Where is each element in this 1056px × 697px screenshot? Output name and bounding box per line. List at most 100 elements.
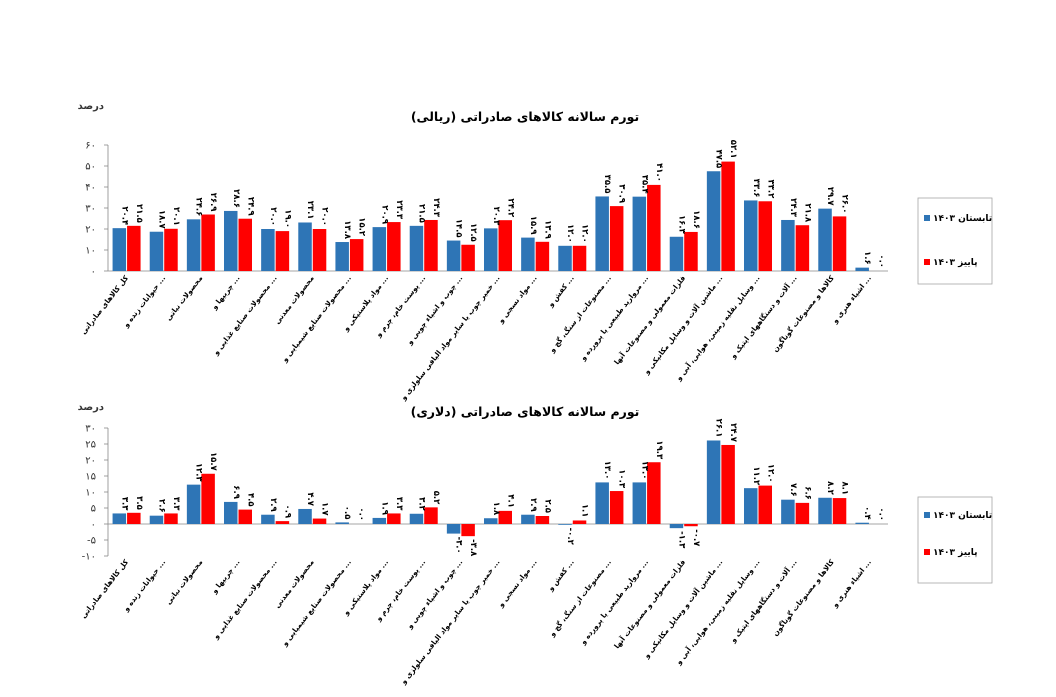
x-category-label: فلزات معمولی و مصنوعات آنها xyxy=(611,273,687,366)
data-label: ۳۰.۹ xyxy=(617,184,627,204)
x-category-label: آلات و دستگاههای اپتیک و ... xyxy=(727,557,799,645)
x-category-label: کل کالاهای صادراتی xyxy=(79,273,131,336)
bar-summer xyxy=(335,522,349,524)
data-label: ۲۱.۵ xyxy=(416,204,426,223)
data-label: ۳۳.۶ xyxy=(751,179,761,198)
bar-summer xyxy=(112,513,127,524)
bar-summer xyxy=(446,524,461,534)
data-label: ۱۳.۰ xyxy=(602,461,612,480)
data-label: ۲۸.۶ xyxy=(231,189,241,208)
bar-summer xyxy=(335,242,349,271)
data-label: ۲.۹ xyxy=(268,498,278,512)
legend-swatch-autumn xyxy=(924,259,930,265)
data-label: ۲۱.۵ xyxy=(134,204,144,223)
bar-autumn xyxy=(535,516,550,524)
x-category-label: محصولات معدنی xyxy=(272,274,315,326)
bar-summer xyxy=(409,513,424,524)
bar-autumn xyxy=(424,219,438,271)
bar-autumn xyxy=(127,512,141,524)
x-category-label: مواد نسجی و ... xyxy=(495,274,538,326)
bar-summer xyxy=(149,231,164,271)
data-label: ۲۶.۹ xyxy=(208,193,218,213)
x-category-label: کفش و ... xyxy=(545,274,576,310)
y-tick-label: ۱۵ xyxy=(85,472,96,483)
y-tick-label: -۵ xyxy=(87,536,96,547)
data-label: ۱.۸ xyxy=(491,502,501,516)
data-label: ۰.۰ xyxy=(357,507,367,521)
bar-autumn xyxy=(312,229,327,271)
data-label: ۲.۵ xyxy=(542,499,552,513)
bar-summer xyxy=(446,240,461,271)
legend-label-summer: تابستان ۱۴۰۳ xyxy=(933,511,992,521)
y-tick-label: ۲۰ xyxy=(85,225,96,236)
bar-summer xyxy=(706,440,721,524)
bar-summer xyxy=(595,482,609,524)
bars xyxy=(112,440,869,537)
bar-autumn xyxy=(349,239,364,271)
data-label: ۳۵.۴ xyxy=(639,175,649,194)
legend-swatch-summer xyxy=(924,215,930,221)
bar-autumn xyxy=(795,225,810,271)
data-label: ۰.۰ xyxy=(877,507,887,521)
x-category-label: محصولات معدنی xyxy=(272,558,315,610)
bar-autumn xyxy=(387,513,401,524)
data-label: ۳.۲ xyxy=(416,497,426,511)
x-category-label: محصولات صنایع شیمیایی و ... xyxy=(279,274,353,365)
data-label: ۱۴.۵ xyxy=(454,219,464,238)
bar-autumn xyxy=(164,228,178,271)
bar-autumn xyxy=(832,498,847,524)
bar-summer xyxy=(744,488,758,524)
data-label: ۱۵.۷ xyxy=(208,452,218,472)
bar-autumn xyxy=(201,473,215,524)
data-label: ۳.۳ xyxy=(394,497,404,511)
bar-autumn xyxy=(684,524,698,527)
bar-autumn xyxy=(201,214,215,271)
data-label: ۴۱.۰ xyxy=(654,163,664,182)
bar-summer xyxy=(818,497,832,524)
data-label: -۳.۸ xyxy=(468,539,478,557)
y-axis: ۰ ۱۰ ۲۰ ۳۰ ۴۰ ۵۰ ۶۰ xyxy=(85,141,888,278)
legend-label-summer: تابستان ۱۴۰۳ xyxy=(933,214,992,224)
data-label: ۱۶.۳ xyxy=(676,215,686,235)
bar-summer xyxy=(781,219,795,271)
legend: تابستان ۱۴۰۳ پاییز ۱۴۰۳ xyxy=(917,496,993,584)
data-label: ۷.۶ xyxy=(788,483,798,497)
bar-summer xyxy=(484,518,498,524)
bar-autumn xyxy=(609,491,624,524)
data-label: ۴.۱ xyxy=(505,494,515,508)
x-category-label: فلزات معمولی و مصنوعات آنها xyxy=(611,557,687,650)
bar-summer xyxy=(261,229,275,271)
x-category-label: اشیاء هنری و ... xyxy=(830,558,873,610)
data-label: ۴.۷ xyxy=(305,492,315,506)
bar-autumn xyxy=(535,241,550,271)
y-tick-label: ۳۰ xyxy=(85,204,96,215)
data-label: ۰.۰ xyxy=(877,254,887,268)
data-label: ۲۰.۹ xyxy=(379,205,389,225)
data-label: ۲.۶ xyxy=(156,499,166,513)
data-labels: ۳.۳ ۳.۵ ۲.۶ ۳.۳ ۱۲.۳ ۱۵.۷ ۶.۹ ۴.۵ ۲.۹ ۰.۹ ۴.۷ ۱.۷ ۰.… xyxy=(119,419,886,557)
bar-autumn xyxy=(758,485,772,524)
data-label: ۱۲.۰ xyxy=(565,224,575,243)
bar-autumn xyxy=(721,161,735,271)
y-axis: -۱۰ -۵ ۰ ۵ ۱۰ ۱۵ ۲۰ ۲۵ ۳۰ xyxy=(82,424,888,563)
data-label: ۱۹.۳ xyxy=(654,440,664,460)
y-tick-label: ۵ xyxy=(91,504,96,515)
bar-autumn xyxy=(238,218,252,271)
data-label: ۰.۴ xyxy=(862,506,872,520)
legend-swatch-summer xyxy=(924,512,930,518)
bar-summer xyxy=(558,245,572,271)
bar-summer xyxy=(149,515,164,524)
data-label: ۲۰.۱ xyxy=(171,207,181,226)
data-label: ۳.۳ xyxy=(171,497,181,511)
data-label: ۱۹.۰ xyxy=(282,209,292,228)
x-category-label: ماشین آلات و وسایل مکانیکی و ... xyxy=(640,557,724,661)
legend-label-autumn: پاییز ۱۴۰۳ xyxy=(933,548,978,558)
x-category-label: چربیها و ... xyxy=(209,274,242,312)
bar-summer xyxy=(669,236,684,271)
y-tick-label: ۶۰ xyxy=(85,141,96,152)
x-category-label: کالاها و مصنوعات گوناگون xyxy=(771,273,837,354)
x-category-label: مصنوعات از سنگ، گچ و ... xyxy=(547,558,613,639)
x-category-label: مواد نسجی و ... xyxy=(495,558,538,610)
y-tick-label: ۰ xyxy=(91,267,96,278)
